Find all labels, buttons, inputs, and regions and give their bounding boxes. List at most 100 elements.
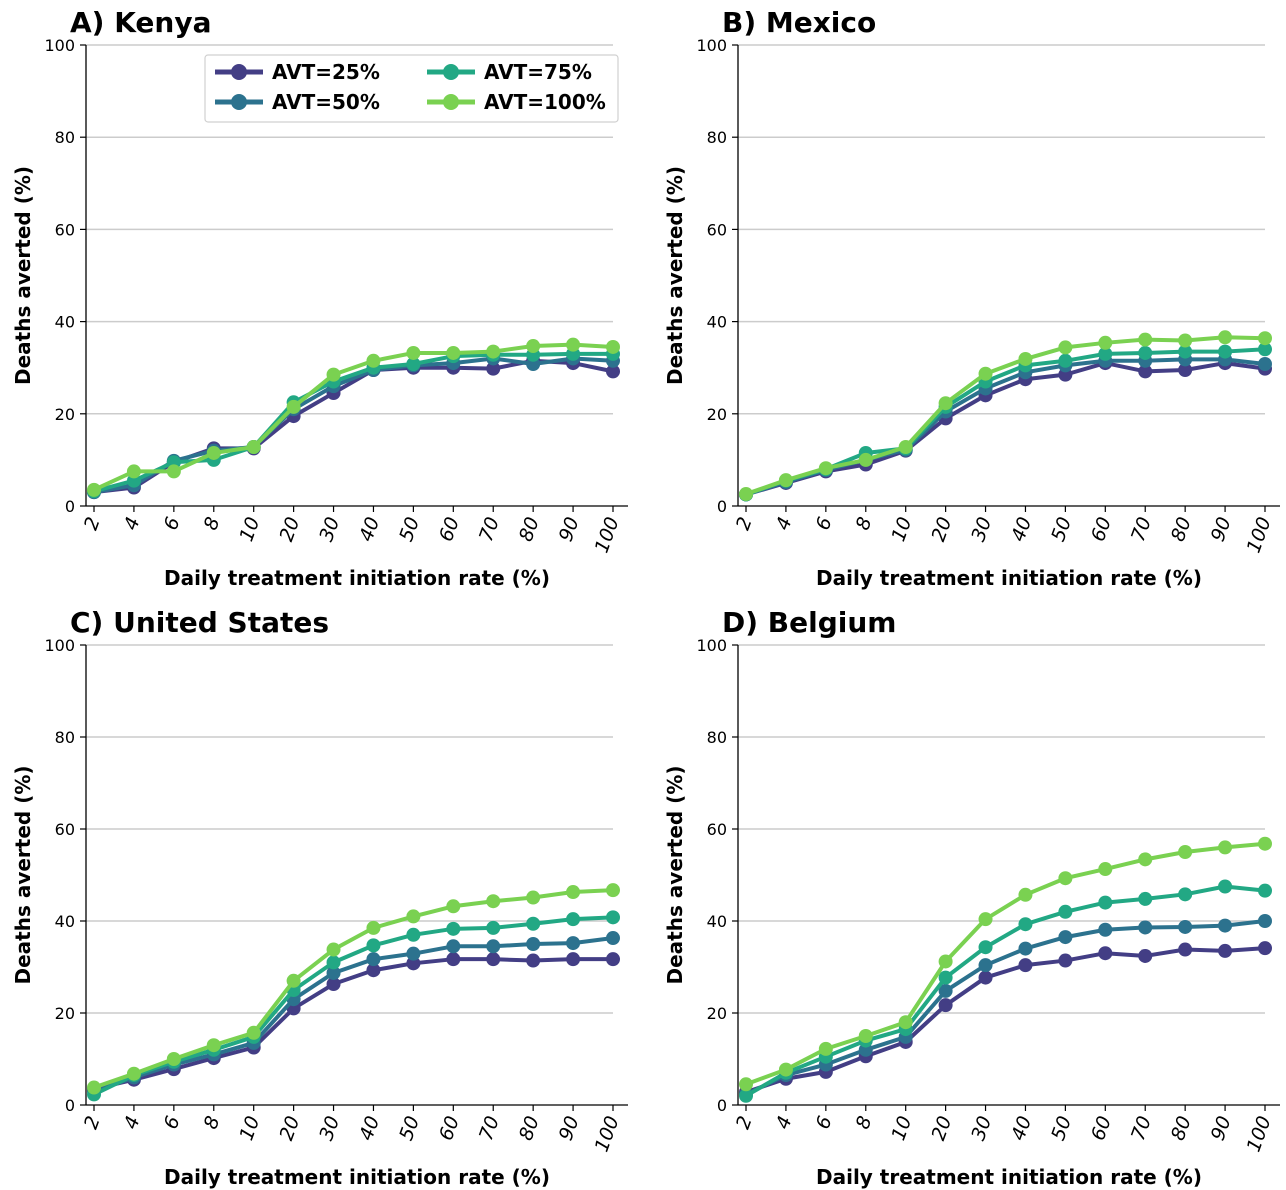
x-tick-label: 8 — [200, 1113, 225, 1132]
data-point — [1018, 941, 1033, 956]
x-tick-label: 100 — [591, 514, 624, 556]
data-point — [778, 473, 793, 488]
data-point — [1058, 871, 1073, 886]
x-tick-label: 8 — [200, 514, 225, 533]
y-tick-label: 40 — [707, 313, 727, 332]
y-tick-label: 80 — [55, 128, 75, 147]
y-tick-label: 0 — [717, 1096, 727, 1115]
y-tick-label: 20 — [55, 405, 75, 424]
data-point — [858, 1029, 873, 1043]
data-point — [1018, 917, 1033, 932]
y-tick-label: 40 — [55, 313, 75, 332]
data-point — [446, 345, 461, 360]
y-tick-label: 100 — [44, 636, 75, 655]
data-point — [566, 337, 581, 352]
y-tick-label: 20 — [55, 1004, 75, 1023]
data-point — [166, 464, 181, 479]
data-point — [166, 1052, 181, 1066]
x-tick-label: 70 — [1127, 1113, 1156, 1143]
data-point — [486, 894, 501, 909]
data-point — [1138, 332, 1153, 347]
data-point — [486, 939, 501, 954]
data-point — [1218, 840, 1233, 855]
data-point — [366, 963, 381, 978]
data-point — [606, 952, 620, 967]
y-tick-label: 60 — [707, 820, 727, 839]
data-point — [246, 439, 261, 454]
x-tick-label: 30 — [315, 1113, 344, 1143]
x-tick-label: 40 — [1007, 514, 1036, 544]
y-tick-label: 100 — [696, 36, 727, 55]
data-point — [938, 954, 953, 969]
x-tick-label: 80 — [515, 514, 544, 544]
data-point — [446, 939, 461, 954]
x-tick-label: 2 — [732, 514, 757, 533]
data-point — [938, 970, 953, 985]
x-tick-label: 4 — [120, 1113, 145, 1132]
x-tick-label: 40 — [355, 1113, 384, 1143]
y-tick-label: 80 — [707, 728, 727, 747]
data-point — [978, 958, 993, 973]
y-tick-label: 80 — [707, 128, 727, 147]
data-point — [898, 1015, 913, 1030]
legend-marker — [231, 94, 247, 110]
data-point — [446, 921, 461, 936]
x-tick-label: 90 — [1207, 1113, 1236, 1143]
x-tick-label: 20 — [275, 514, 304, 544]
data-point — [526, 890, 541, 905]
x-axis-label: Daily treatment initiation rate (%) — [164, 1165, 550, 1189]
y-tick-label: 20 — [707, 1004, 727, 1023]
data-point — [566, 912, 581, 927]
data-point — [526, 937, 541, 951]
x-tick-label: 4 — [772, 1113, 797, 1132]
data-point — [1218, 344, 1233, 359]
y-tick-label: 0 — [65, 1096, 75, 1115]
x-axis-label: Daily treatment initiation rate (%) — [816, 1165, 1202, 1189]
x-tick-label: 8 — [852, 514, 877, 533]
data-point — [286, 973, 301, 988]
data-point — [326, 955, 341, 970]
data-point — [326, 367, 341, 382]
data-point — [406, 956, 421, 971]
legend-marker — [443, 64, 459, 80]
x-tick-label: 10 — [235, 1113, 264, 1143]
data-point — [1178, 942, 1193, 957]
data-point — [126, 1066, 141, 1081]
x-tick-label: 20 — [927, 514, 956, 544]
x-tick-label: 50 — [1047, 1113, 1076, 1143]
data-point — [326, 942, 341, 957]
data-point — [526, 339, 541, 354]
data-point — [978, 940, 993, 955]
x-tick-label: 4 — [772, 514, 797, 533]
data-point — [606, 883, 620, 898]
data-point — [1018, 351, 1033, 366]
data-point — [978, 912, 993, 927]
y-tick-label: 40 — [55, 912, 75, 931]
data-point — [938, 396, 953, 411]
x-tick-label: 6 — [160, 514, 185, 533]
x-tick-label: 70 — [475, 514, 504, 544]
x-tick-label: 100 — [1243, 1113, 1276, 1155]
legend: AVT=25% AVT=50% AVT=75% AVT=100% — [204, 54, 619, 123]
data-point — [1178, 919, 1193, 934]
data-point — [366, 952, 381, 967]
x-tick-label: 2 — [80, 514, 105, 533]
data-point — [1218, 918, 1233, 933]
x-tick-label: 80 — [1167, 514, 1196, 544]
data-point — [938, 983, 953, 998]
data-point — [739, 1088, 753, 1103]
data-point — [526, 953, 541, 968]
x-tick-label: 90 — [1207, 514, 1236, 544]
x-tick-label: 8 — [852, 1113, 877, 1132]
data-point — [566, 952, 581, 967]
data-point — [1138, 891, 1153, 906]
y-axis-label: Deaths averted (%) — [663, 765, 687, 984]
data-point — [446, 899, 461, 914]
y-axis-label: Deaths averted (%) — [663, 166, 687, 385]
data-point — [818, 461, 833, 476]
data-point — [1258, 342, 1272, 357]
data-point — [778, 1062, 793, 1077]
x-tick-label: 70 — [1127, 514, 1156, 544]
y-tick-label: 100 — [696, 636, 727, 655]
